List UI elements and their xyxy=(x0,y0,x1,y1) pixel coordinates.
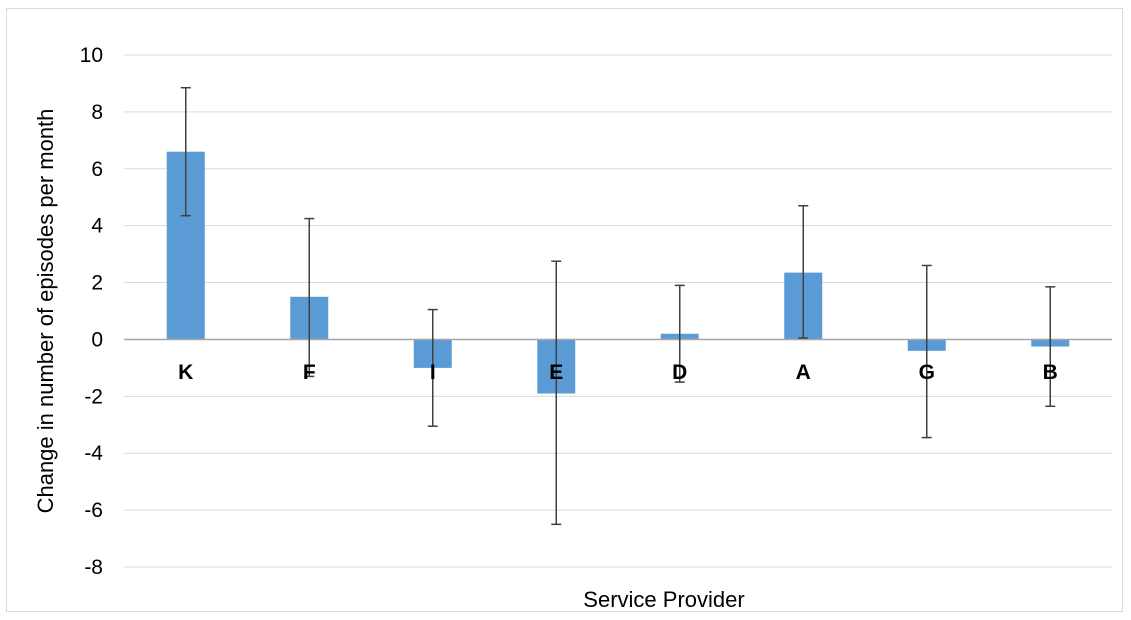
category-label-B: B xyxy=(1043,361,1058,384)
category-label-D: D xyxy=(672,361,687,384)
y-tick-label: -2 xyxy=(84,385,103,408)
error-bar-A xyxy=(798,205,809,339)
y-tick-label: 6 xyxy=(91,158,103,181)
error-bar-I xyxy=(427,308,438,427)
error-bar-B xyxy=(1045,286,1056,408)
error-bar-E xyxy=(551,260,562,526)
y-tick-label: 8 xyxy=(91,101,103,124)
error-bar-F xyxy=(304,217,315,378)
bars xyxy=(166,151,1070,394)
category-label-E: E xyxy=(549,361,563,384)
y-axis-title: Change in number of episodes per month xyxy=(33,109,58,514)
x-axis-title: Service Provider xyxy=(583,587,744,612)
category-label-I: I xyxy=(430,361,436,384)
y-tick-label: -4 xyxy=(84,442,103,465)
y-tick-label: 10 xyxy=(80,44,103,67)
y-tick-label: -8 xyxy=(84,556,103,579)
y-tick-label: 0 xyxy=(91,328,103,351)
category-label-K: K xyxy=(178,361,193,384)
error-bar-G xyxy=(921,264,932,439)
y-tick-label: -6 xyxy=(84,499,103,522)
category-label-A: A xyxy=(796,361,811,384)
category-label-G: G xyxy=(919,361,935,384)
y-tick-label: 2 xyxy=(91,272,103,295)
gridlines xyxy=(124,54,1112,568)
y-tick-label: 4 xyxy=(91,215,103,238)
y-axis-tick-labels: 10 8 6 4 2 0 -2 -4 -6 -8 xyxy=(80,44,104,579)
error-bar-K xyxy=(180,86,191,217)
error-bars xyxy=(180,86,1056,526)
error-bar-D xyxy=(674,284,685,383)
category-label-F: F xyxy=(303,361,316,384)
